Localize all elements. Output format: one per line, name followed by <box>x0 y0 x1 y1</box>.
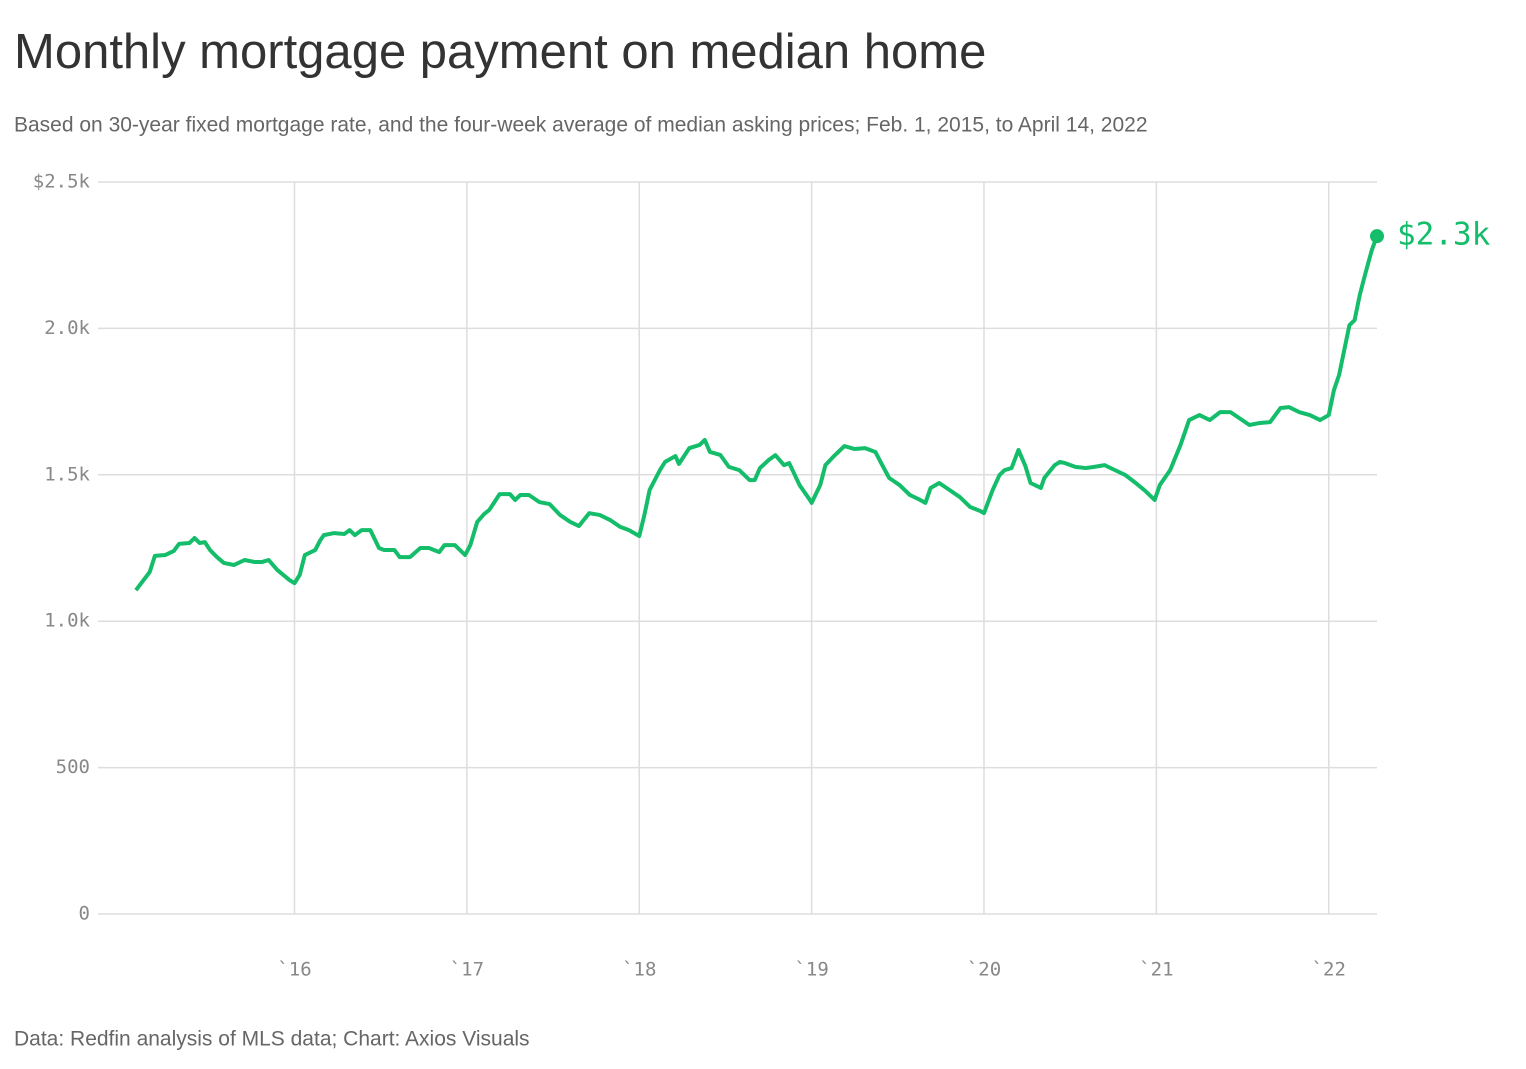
x-tick-label: `18 <box>622 959 656 981</box>
chart-subtitle: Based on 30-year fixed mortgage rate, an… <box>14 114 1148 137</box>
y-tick-label: $2.5k <box>33 171 91 193</box>
x-tick-label: `16 <box>277 959 311 981</box>
y-tick-label: 1.0k <box>44 610 90 632</box>
line <box>134 235 1379 592</box>
source: Data: Redfin analysis of MLS data; Chart… <box>14 1028 530 1051</box>
x-tick-label: `17 <box>450 959 484 981</box>
y-tick-label: 500 <box>56 756 90 778</box>
x-tick-label: `22 <box>1312 959 1346 981</box>
y-tick-label: 0 <box>79 903 90 925</box>
end-point <box>1370 229 1384 244</box>
x-tick-label: `19 <box>794 959 828 981</box>
y-tick-label: 2.0k <box>44 317 90 339</box>
chart-title: Monthly mortgage payment on median home <box>14 25 986 79</box>
x-tick-label: `20 <box>967 959 1001 981</box>
x-tick-label: `21 <box>1139 959 1173 981</box>
end-label: $2.3k <box>1397 217 1491 253</box>
y-tick-label: 1.5k <box>44 463 90 485</box>
